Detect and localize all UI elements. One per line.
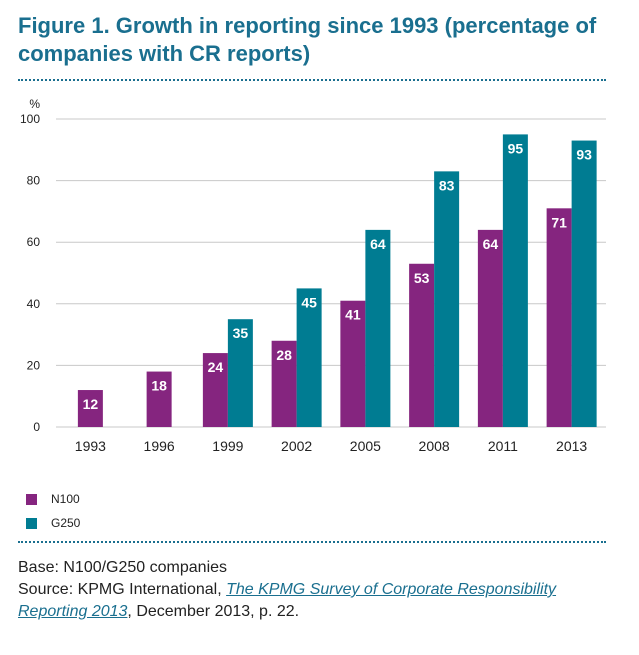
figure-title: Figure 1. Growth in reporting since 1993… xyxy=(18,13,597,66)
legend-item-n100: N100 xyxy=(26,487,80,511)
bar-n100-2008 xyxy=(409,263,435,427)
bar-value-label: 95 xyxy=(508,140,524,156)
x-tick-label: 2013 xyxy=(556,438,587,454)
bars: 12 18 24 35 28 45 41 64 53 83 64 95 71 93 xyxy=(77,134,597,427)
bar-value-label: 53 xyxy=(414,270,430,286)
y-tick-label: 40 xyxy=(27,297,41,311)
bar-n100-2005 xyxy=(340,300,366,427)
source-note: Source: KPMG International, The KPMG Sur… xyxy=(18,579,628,623)
y-axis-unit: % xyxy=(29,97,40,111)
bar-g250-2002 xyxy=(296,288,322,427)
legend-label-g250: G250 xyxy=(51,516,81,530)
x-tick-label: 2011 xyxy=(488,438,518,454)
base-note: Base: N100/G250 companies xyxy=(18,559,228,576)
legend-swatch-n100 xyxy=(26,493,37,505)
legend-label-n100: N100 xyxy=(51,492,80,506)
bar-chart: % 0 20 40 60 80 100 12 18 24 35 28 45 41 64 53 83 64 95 71… xyxy=(20,97,606,454)
bar-n100-1993 xyxy=(77,390,103,427)
x-axis: 1993 1996 1999 2002 2005 2008 2011 2013 xyxy=(75,438,588,454)
bar-value-label: 12 xyxy=(83,396,99,412)
x-tick-label: 2008 xyxy=(419,438,450,454)
y-tick-label: 80 xyxy=(27,174,41,188)
legend-swatch-g250 xyxy=(26,517,37,529)
y-tick-label: 100 xyxy=(20,112,40,126)
source-suffix: , December 2013, p. 22. xyxy=(127,603,300,620)
bar-value-label: 71 xyxy=(551,214,567,230)
x-tick-label: 1996 xyxy=(144,438,175,454)
legend-item-g250: G250 xyxy=(26,511,80,535)
bar-value-label: 24 xyxy=(208,359,224,375)
y-tick-label: 60 xyxy=(27,235,41,249)
bar-value-label: 83 xyxy=(439,177,455,193)
bar-value-label: 64 xyxy=(370,236,386,252)
x-tick-label: 1999 xyxy=(212,438,243,454)
x-tick-label: 2005 xyxy=(350,438,381,454)
figure-notes: Base: N100/G250 companies Source: KPMG I… xyxy=(18,557,628,623)
bar-g250-1999 xyxy=(227,319,253,427)
bar-value-label: 18 xyxy=(151,378,167,394)
bar-value-label: 35 xyxy=(233,325,249,341)
bar-g250-2008 xyxy=(434,171,460,427)
y-tick-label: 0 xyxy=(33,420,40,434)
bar-n100-1996 xyxy=(146,371,172,427)
bar-n100-2013 xyxy=(546,208,572,427)
bar-value-label: 45 xyxy=(301,294,317,310)
bar-value-label: 64 xyxy=(483,236,499,252)
bar-n100-2002 xyxy=(271,340,297,427)
bar-value-label: 41 xyxy=(345,307,361,323)
bar-n100-1999 xyxy=(202,353,228,427)
bar-g250-2011 xyxy=(502,134,528,427)
bar-value-label: 28 xyxy=(276,347,292,363)
bar-value-label: 93 xyxy=(576,147,592,163)
x-tick-label: 2002 xyxy=(281,438,312,454)
notes-divider xyxy=(18,541,606,543)
bar-g250-2005 xyxy=(365,229,391,427)
bar-g250-2013 xyxy=(571,140,597,427)
y-tick-label: 20 xyxy=(27,358,41,372)
y-axis: % 0 20 40 60 80 100 xyxy=(20,97,40,434)
x-tick-label: 1993 xyxy=(75,438,106,454)
legend: N100 G250 xyxy=(26,487,80,535)
source-prefix: Source: KPMG International, xyxy=(18,581,227,598)
source-link[interactable]: The KPMG Survey of Corporate Responsibil… xyxy=(18,581,557,620)
title-divider xyxy=(18,79,606,81)
bar-n100-2011 xyxy=(477,229,503,427)
